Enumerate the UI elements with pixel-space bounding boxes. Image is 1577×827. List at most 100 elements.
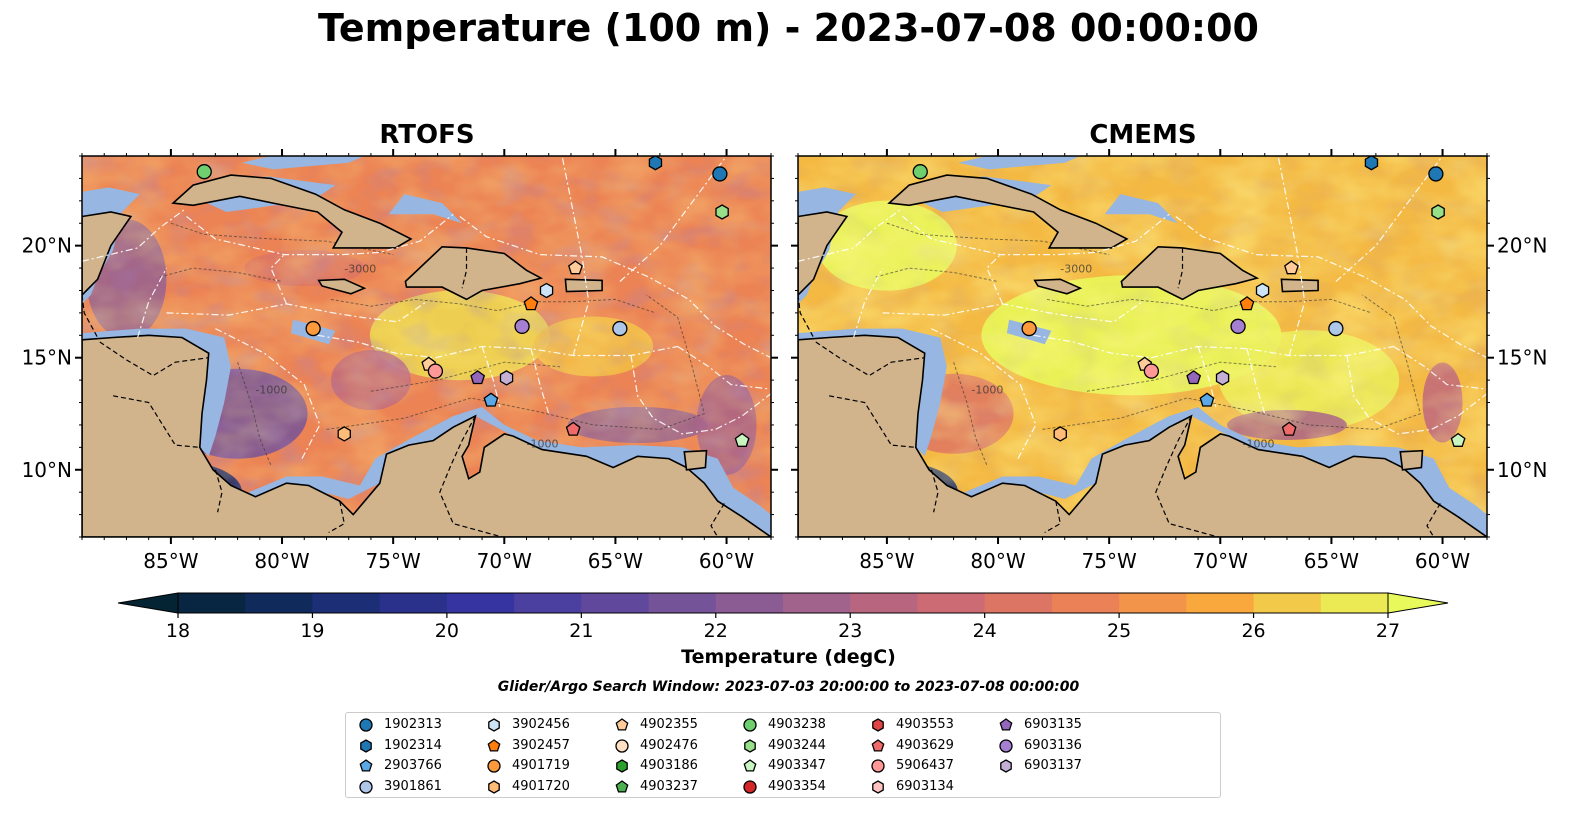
hexagon-icon — [1000, 759, 1012, 773]
country-border — [461, 247, 468, 289]
hexagon-icon — [872, 718, 884, 732]
land — [887, 174, 1129, 249]
legend-marker — [743, 779, 757, 794]
country-border — [710, 503, 725, 537]
eez-boundary — [619, 156, 727, 282]
lon-tick-label: 85°W — [859, 549, 914, 573]
pentagon-icon — [359, 759, 373, 772]
colorbar-segment — [312, 593, 381, 613]
legend-marker — [487, 759, 501, 773]
legend-marker — [488, 718, 500, 732]
float-marker-4901720 — [1053, 426, 1067, 442]
colorbar-segment — [1051, 593, 1120, 613]
legend-marker — [359, 759, 373, 772]
legend-marker — [360, 738, 372, 753]
colorbar-segment — [1119, 593, 1187, 613]
colorbar-segment — [984, 593, 1053, 613]
shallow-shelf — [242, 156, 365, 170]
eez-boundary — [1393, 345, 1487, 390]
eez-boundary — [931, 328, 1037, 459]
float-marker-4903629 — [565, 421, 581, 436]
legend-marker — [871, 759, 885, 773]
lat-tick-label: 10°N — [22, 458, 72, 482]
lon-tick-label: 70°W — [477, 549, 532, 573]
country-border — [1177, 247, 1184, 289]
land — [564, 278, 603, 293]
shallow-shelf — [388, 194, 463, 224]
land — [798, 334, 1487, 537]
bathymetry-contour — [237, 362, 272, 466]
colorbar-tick-label: 19 — [300, 620, 324, 642]
circle-icon — [743, 779, 757, 794]
pentagon-icon — [615, 718, 629, 731]
country-border — [828, 395, 916, 448]
lon-tick-label: 70°W — [1193, 549, 1248, 573]
legend-marker — [487, 738, 501, 752]
eez-boundary — [986, 254, 1004, 305]
country-border — [798, 294, 815, 338]
lon-tick-label: 80°W — [254, 549, 309, 573]
legend-marker — [743, 759, 757, 772]
eez-boundary — [1335, 156, 1443, 282]
colorbar-tick-label: 24 — [973, 620, 997, 642]
legend-marker — [359, 779, 373, 794]
lat-tick-label: 15°N — [22, 346, 72, 370]
legend-label: 6903134 — [896, 778, 954, 794]
colorbar-segment — [1186, 593, 1255, 613]
eez-boundary — [882, 301, 1143, 323]
colorbar-segment — [245, 593, 313, 613]
legend-label: 3902456 — [512, 717, 570, 732]
pentagon-icon — [999, 718, 1013, 731]
bathymetry-contour — [1086, 361, 1276, 392]
bathymetry-label: -1000 — [527, 437, 559, 450]
map-panel-rtofs: -1000 -3000 -1000 85°W 80°W 75°W 70°W 65°W 60°W 1… — [22, 149, 778, 573]
colorbar: 18 19 20 21 22 23 24 25 26 27 — [117, 592, 1449, 642]
float-marker-4903629 — [1281, 421, 1297, 436]
land — [798, 211, 849, 297]
colorbar-segment — [446, 593, 515, 613]
eez-boundary — [530, 348, 550, 414]
land — [683, 449, 708, 471]
country-border — [112, 395, 200, 448]
legend-marker — [872, 779, 884, 794]
colorbar-tick-label: 25 — [1107, 620, 1131, 642]
circle-icon — [871, 759, 885, 773]
legend-label: 6903137 — [1024, 758, 1082, 773]
colorbar-segment — [1253, 593, 1322, 613]
bathymetry-contour — [1042, 294, 1421, 430]
eez-boundary — [1277, 156, 1306, 356]
legend-marker — [615, 738, 629, 753]
float-marker-3902456 — [1255, 282, 1270, 299]
float-marker-4903244 — [715, 204, 729, 220]
colorbar-segment — [379, 593, 448, 613]
bathymetry-contour — [370, 361, 560, 392]
float-marker-4903347 — [734, 432, 750, 447]
colorbar-tick-label: 26 — [1241, 620, 1265, 642]
colorbar-segment — [178, 593, 246, 613]
eez-boundary — [215, 328, 321, 459]
colorbar-label: Temperature (degC) — [681, 646, 896, 668]
float-marker-1902314 — [648, 156, 663, 171]
legend-marker — [744, 738, 756, 753]
eez-boundary — [137, 267, 168, 338]
float-marker-6903135 — [1186, 370, 1202, 385]
legend-label: 4903347 — [768, 758, 826, 773]
lon-tick-label: 75°W — [1082, 549, 1137, 573]
colorbar-segment — [1320, 593, 1389, 613]
lon-tick-label: 60°W — [699, 549, 754, 573]
land — [82, 211, 133, 297]
legend-label: 4903244 — [768, 737, 826, 753]
land — [1399, 449, 1424, 471]
shallow-shelf — [964, 407, 1487, 537]
hexagon-icon — [360, 738, 372, 753]
land — [1280, 278, 1319, 293]
colorbar-extend-high — [1387, 592, 1449, 614]
colorbar-tick-label: 18 — [166, 620, 190, 642]
float-marker-4903238 — [196, 164, 212, 180]
eez-boundary — [902, 213, 1170, 256]
legend-label: 4903186 — [640, 758, 698, 773]
colorbar-outline — [178, 592, 1388, 614]
eez-boundary — [561, 156, 590, 356]
map-panel-cmems: -1000 -3000 -1000 85°W 80°W 75°W 70°W 65°W 60°W 1… — [791, 149, 1547, 573]
legend-marker — [999, 718, 1013, 731]
